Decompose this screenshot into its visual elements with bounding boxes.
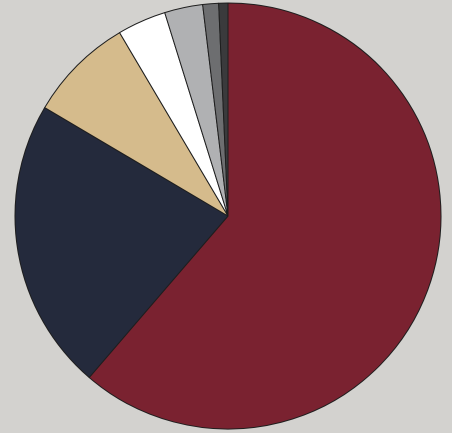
pie-slice-2 xyxy=(14,107,229,379)
pie-slices xyxy=(14,2,442,430)
pie-slice-7 xyxy=(218,2,229,217)
pie-slice-3 xyxy=(44,32,229,217)
pie-slice-1 xyxy=(88,2,442,430)
